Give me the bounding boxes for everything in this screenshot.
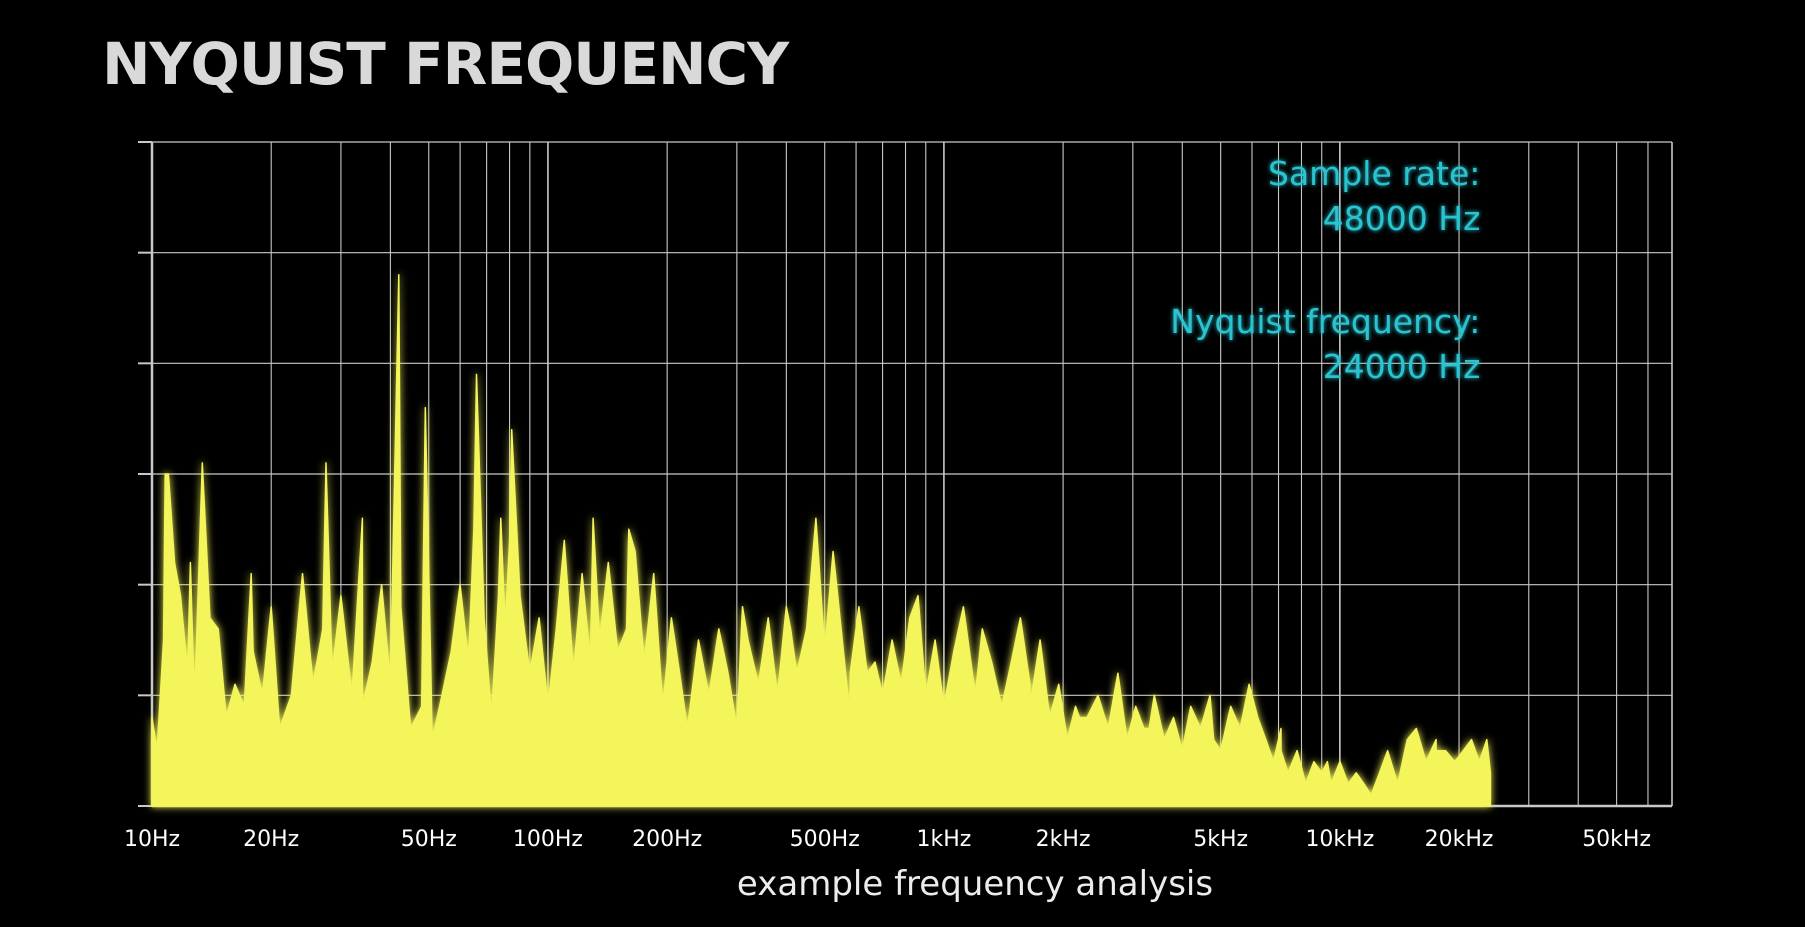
x-tick-label: 50kHz: [1582, 827, 1651, 852]
x-tick-label: 1kHz: [916, 827, 971, 852]
page-title: NYQUIST FREQUENCY: [102, 30, 789, 98]
x-tick-label: 10kHz: [1305, 827, 1374, 852]
annotation-text: Nyquist frequency:: [1170, 302, 1480, 341]
x-tick-labels: 10Hz 20Hz 50Hz 100Hz 200Hz 500Hz 1kHz 2kHz 5kHz 1…: [124, 827, 1651, 852]
spectrum: [151, 274, 1492, 807]
annotations: Sample rate: 48000 Hz Nyquist frequency: 24…: [1170, 154, 1480, 386]
x-tick-label: 100Hz: [513, 827, 583, 852]
x-tick-label: 200Hz: [632, 827, 702, 852]
x-tick-label: 10Hz: [124, 827, 180, 852]
x-tick-label: 2kHz: [1036, 827, 1091, 852]
annotation-text: Sample rate:: [1268, 154, 1480, 193]
annotation-text: 48000 Hz: [1323, 199, 1481, 238]
x-tick-label: 5kHz: [1193, 827, 1248, 852]
x-axis-label: example frequency analysis: [736, 864, 1214, 904]
spectrum-area: [151, 274, 1492, 807]
x-tick-label: 20Hz: [243, 827, 299, 852]
x-tick-label: 50Hz: [401, 827, 457, 852]
annotation-text: 24000 Hz: [1323, 347, 1481, 386]
x-tick-label: 500Hz: [790, 827, 860, 852]
x-tick-label: 20kHz: [1425, 827, 1494, 852]
